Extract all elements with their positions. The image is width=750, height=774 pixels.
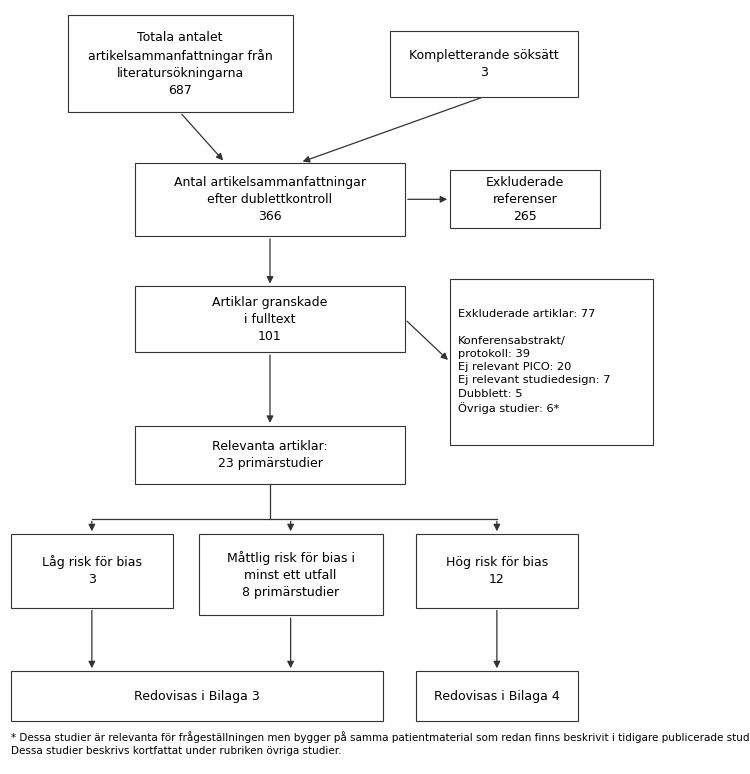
FancyBboxPatch shape xyxy=(450,279,652,445)
Text: Låg risk för bias
3: Låg risk för bias 3 xyxy=(42,555,142,587)
FancyBboxPatch shape xyxy=(199,534,382,615)
FancyBboxPatch shape xyxy=(135,163,405,236)
FancyBboxPatch shape xyxy=(390,31,578,97)
Text: Redovisas i Bilaga 3: Redovisas i Bilaga 3 xyxy=(134,690,260,703)
FancyBboxPatch shape xyxy=(11,671,382,721)
Text: Relevanta artiklar:
23 primärstudier: Relevanta artiklar: 23 primärstudier xyxy=(212,440,328,470)
Text: Kompletterande söksätt
3: Kompletterande söksätt 3 xyxy=(409,49,559,79)
Text: Exkluderade artiklar: 77

Konferensabstrakt/
protokoll: 39
Ej relevant PICO: 20
: Exkluderade artiklar: 77 Konferensabstra… xyxy=(458,310,610,414)
Text: Totala antalet
artikelsammanfattningar från
literatursökningarna
687: Totala antalet artikelsammanfattningar f… xyxy=(88,31,272,97)
Text: Exkluderade
referenser
265: Exkluderade referenser 265 xyxy=(486,176,564,223)
Text: Antal artikelsammanfattningar
efter dublettkontroll
366: Antal artikelsammanfattningar efter dubl… xyxy=(174,176,366,223)
FancyBboxPatch shape xyxy=(11,534,173,608)
Text: Måttlig risk för bias i
minst ett utfall
8 primärstudier: Måttlig risk för bias i minst ett utfall… xyxy=(226,551,355,598)
FancyBboxPatch shape xyxy=(68,15,292,112)
Text: Redovisas i Bilaga 4: Redovisas i Bilaga 4 xyxy=(434,690,560,703)
Text: Hög risk för bias
12: Hög risk för bias 12 xyxy=(446,556,548,586)
FancyBboxPatch shape xyxy=(135,286,405,352)
FancyBboxPatch shape xyxy=(450,170,600,228)
FancyBboxPatch shape xyxy=(135,426,405,484)
Text: Artiklar granskade
i fulltext
101: Artiklar granskade i fulltext 101 xyxy=(212,296,328,343)
FancyBboxPatch shape xyxy=(416,671,578,721)
FancyBboxPatch shape xyxy=(416,534,578,608)
Text: * Dessa studier är relevanta för frågeställningen men bygger på samma patientmat: * Dessa studier är relevanta för frågest… xyxy=(11,731,750,756)
